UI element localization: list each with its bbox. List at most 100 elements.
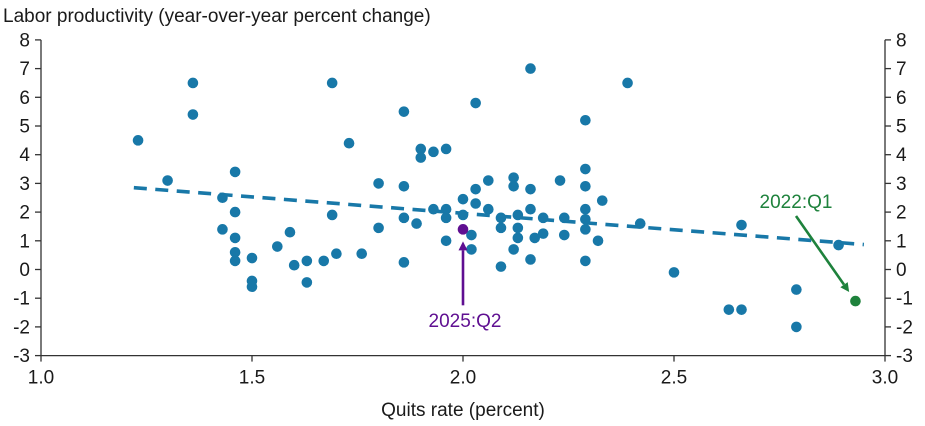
- data-point: [508, 244, 519, 255]
- data-point: [525, 254, 536, 265]
- y-tick-label-left: 3: [19, 174, 30, 195]
- data-point: [580, 255, 591, 267]
- data-point: [162, 175, 173, 186]
- data-point: [229, 232, 241, 244]
- data-point: [537, 228, 549, 239]
- data-point: [373, 222, 384, 234]
- y-tick-label-right: -2: [896, 317, 913, 338]
- data-point: [580, 114, 591, 126]
- y-tick-label-left: 1: [19, 231, 30, 252]
- y-tick-label-right: 0: [896, 260, 907, 281]
- y-tick-label-right: 3: [896, 174, 907, 195]
- data-point: [356, 248, 368, 260]
- data-point: [525, 203, 536, 215]
- x-tick-label: 2.5: [661, 368, 687, 389]
- data-point: [398, 180, 410, 192]
- data-point: [470, 183, 481, 195]
- data-point: [411, 218, 422, 229]
- data-point: [246, 252, 258, 264]
- data-point: [736, 219, 747, 231]
- data-point: [331, 248, 342, 260]
- data-point: [229, 246, 241, 258]
- data-point: [132, 135, 144, 146]
- data-point: [495, 222, 507, 234]
- data-point: [415, 143, 427, 155]
- data-point: [466, 244, 477, 255]
- y-tick-label-left: 4: [19, 145, 30, 166]
- annotation-2025q2-label: 2025:Q2: [428, 311, 502, 332]
- y-tick-label-left: 5: [19, 117, 30, 138]
- y-tick-label-left: 6: [19, 88, 30, 109]
- y-tick-label-right: 8: [896, 30, 907, 51]
- y-tick-label-left: 0: [19, 260, 30, 281]
- data-point: [229, 206, 241, 218]
- data-point: [466, 229, 477, 241]
- x-tick-label: 2.0: [450, 368, 476, 389]
- data-point: [440, 143, 452, 155]
- data-point: [791, 321, 802, 333]
- data-point: [512, 222, 524, 234]
- trend-line: [133, 185, 865, 247]
- data-point: [512, 232, 524, 244]
- x-tick-label: 3.0: [872, 368, 898, 389]
- data-point: [318, 255, 330, 267]
- y-tick-label-right: 5: [896, 117, 907, 138]
- data-point: [440, 235, 452, 247]
- data-point: [529, 232, 541, 244]
- data-point: [246, 281, 258, 293]
- y-tick-label-left: -1: [13, 289, 30, 310]
- data-point: [187, 109, 199, 120]
- data-point: [723, 304, 735, 315]
- data-point: [217, 224, 228, 235]
- y-tick-label-right: 2: [896, 203, 907, 224]
- y-tick-label-left: 7: [19, 59, 30, 80]
- data-point: [301, 255, 313, 267]
- annotated-point-2022:Q1: [850, 295, 861, 307]
- y-tick-label-right: 4: [896, 145, 907, 166]
- data-point: [470, 97, 481, 109]
- x-axis-label: Quits rate (percent): [381, 400, 545, 421]
- axes: [35, 39, 891, 362]
- data-point: [554, 175, 566, 186]
- data-point: [483, 203, 494, 215]
- annotation-arrowhead-2022:Q1: [840, 282, 850, 293]
- data-point: [373, 178, 384, 189]
- data-point: [791, 284, 802, 295]
- annotation-2022q1-label: 2022:Q1: [759, 192, 833, 213]
- data-point: [440, 212, 452, 224]
- data-point: [483, 175, 494, 186]
- data-point: [187, 77, 199, 89]
- data-point: [415, 152, 427, 163]
- data-point: [580, 203, 591, 215]
- data-point: [525, 63, 536, 74]
- data-point: [284, 226, 296, 238]
- data-point: [326, 209, 338, 221]
- data-point: [596, 195, 608, 206]
- data-point: [398, 212, 410, 224]
- data-point: [428, 146, 439, 158]
- y-tick-label-right: 1: [896, 231, 907, 252]
- y-tick-label-left: -3: [13, 346, 30, 367]
- data-point: [272, 241, 283, 252]
- data-point: [343, 137, 355, 149]
- y-tick-label-right: 7: [896, 59, 907, 80]
- data-point: [495, 261, 507, 272]
- data-point: [736, 304, 747, 315]
- annotation-arrowhead-2025:Q2: [458, 241, 468, 251]
- y-tick-label-right: -3: [896, 346, 913, 367]
- data-point: [622, 77, 633, 89]
- data-point: [592, 235, 604, 247]
- y-tick-label-left: 2: [19, 203, 30, 224]
- y-tick-label-right: 6: [896, 88, 907, 109]
- data-point: [398, 106, 410, 117]
- data-point: [398, 257, 410, 268]
- data-point: [229, 166, 241, 178]
- annotation-arrow-2022:Q1: [794, 215, 846, 286]
- data-point: [668, 267, 680, 278]
- data-point: [580, 180, 591, 192]
- data-point: [229, 255, 241, 267]
- data-point: [580, 163, 591, 175]
- data-point: [508, 180, 519, 192]
